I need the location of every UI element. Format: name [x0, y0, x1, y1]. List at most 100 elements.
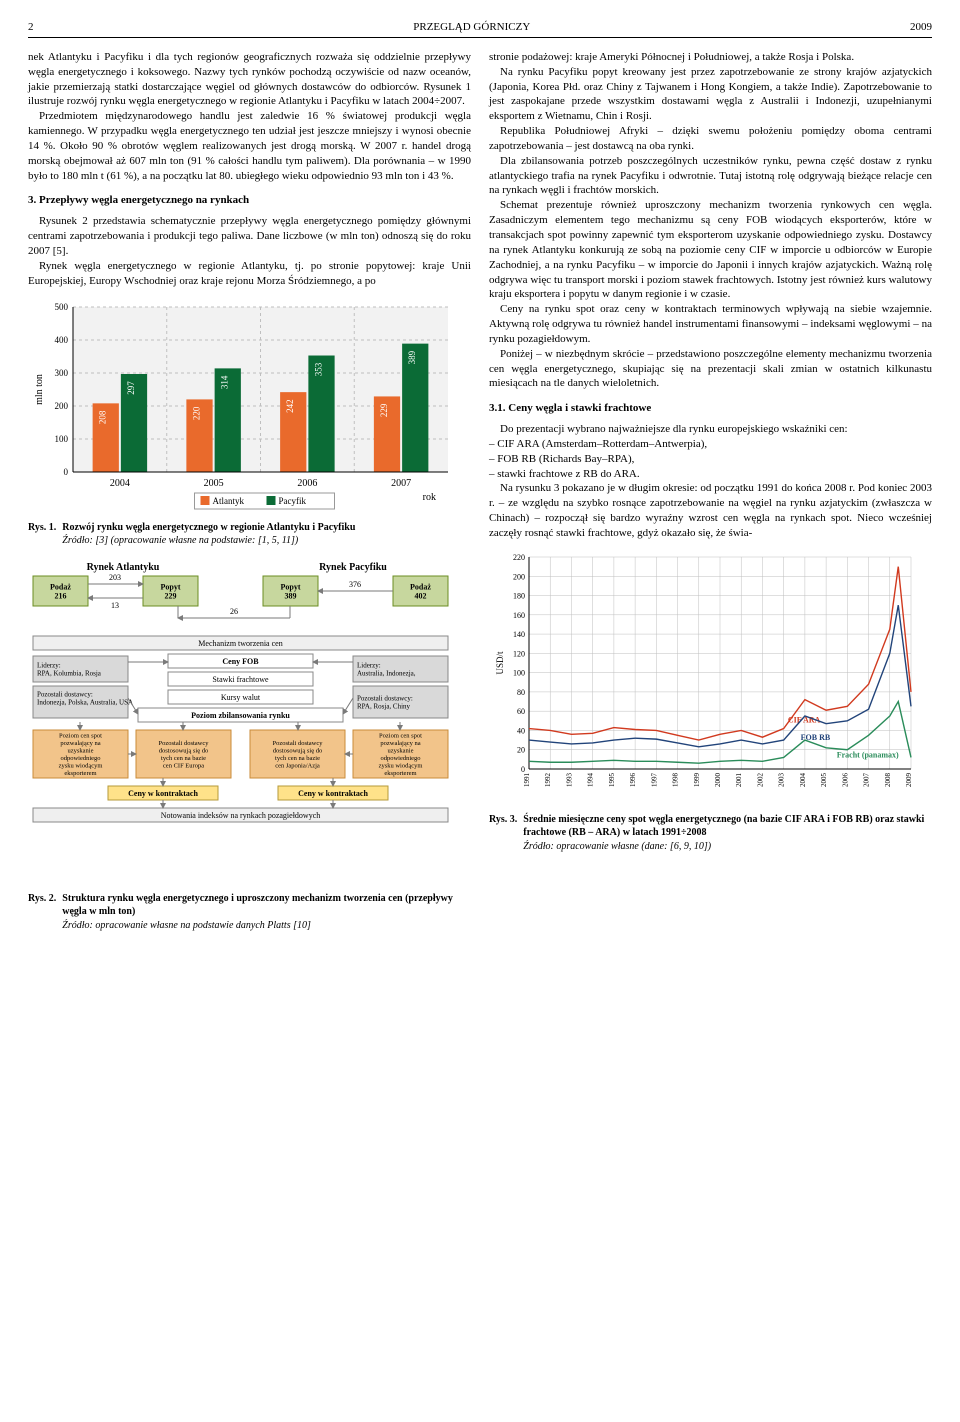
svg-text:2001: 2001 — [735, 772, 743, 787]
svg-text:pozwalający na: pozwalający na — [380, 740, 420, 747]
right-column: stronie podażowej: kraje Ameryki Północn… — [489, 50, 932, 932]
svg-text:Pozostali dostawcy:: Pozostali dostawcy: — [37, 690, 93, 698]
svg-text:2006: 2006 — [297, 478, 317, 489]
svg-text:180: 180 — [513, 591, 525, 600]
svg-text:Ceny w kontraktach: Ceny w kontraktach — [128, 788, 198, 797]
svg-text:2002: 2002 — [756, 772, 764, 787]
svg-text:Liderzy:: Liderzy: — [37, 661, 61, 669]
svg-text:1993: 1993 — [565, 772, 573, 787]
svg-text:Notowania indeksów na rynkach: Notowania indeksów na rynkach pozagiełdo… — [161, 810, 321, 819]
svg-text:dostosowują się do: dostosowują się do — [273, 747, 322, 754]
svg-text:229: 229 — [165, 591, 177, 600]
svg-text:Atlantyk: Atlantyk — [213, 496, 245, 506]
svg-text:120: 120 — [513, 649, 525, 658]
svg-text:2009: 2009 — [905, 772, 913, 787]
left-column: nek Atlantyku i Pacyfiku i dla tych regi… — [28, 50, 471, 932]
svg-text:297: 297 — [126, 380, 136, 394]
svg-text:mln ton: mln ton — [34, 374, 45, 405]
svg-text:300: 300 — [55, 368, 69, 378]
svg-text:389: 389 — [407, 350, 417, 364]
svg-text:Pozostali dostawcy:: Pozostali dostawcy: — [357, 694, 413, 702]
svg-text:rok: rok — [423, 492, 436, 503]
svg-text:Podaż: Podaż — [410, 582, 431, 591]
fig-title: Struktura rynku węgla energetycznego i u… — [62, 893, 453, 918]
fig-source: Źródło: opracowanie własne (dane: [6, 9,… — [523, 840, 932, 854]
svg-text:1995: 1995 — [608, 772, 616, 787]
svg-text:60: 60 — [517, 707, 525, 716]
svg-text:216: 216 — [55, 591, 67, 600]
para: Rysunek 2 przedstawia schematycznie prze… — [28, 214, 471, 259]
svg-text:26: 26 — [230, 607, 238, 616]
svg-text:100: 100 — [55, 434, 69, 444]
para: Na rysunku 3 pokazano je w długim okresi… — [489, 481, 932, 540]
svg-text:RPA, Kolumbia, Rosja: RPA, Kolumbia, Rosja — [37, 669, 102, 677]
svg-text:Pacyfik: Pacyfik — [279, 496, 307, 506]
svg-text:376: 376 — [349, 580, 361, 589]
svg-text:Kursy walut: Kursy walut — [221, 692, 261, 701]
svg-text:2005: 2005 — [820, 772, 828, 787]
svg-text:1994: 1994 — [587, 772, 595, 787]
figure-3-caption: Rys. 3. Średnie miesięczne ceny spot węg… — [489, 813, 932, 854]
list-item: – CIF ARA (Amsterdam–Rotterdam–Antwerpia… — [489, 437, 932, 452]
svg-text:203: 203 — [109, 573, 121, 582]
svg-text:Podaż: Podaż — [50, 582, 71, 591]
svg-text:220: 220 — [192, 406, 202, 420]
svg-text:Ceny FOB: Ceny FOB — [222, 656, 259, 665]
svg-text:314: 314 — [220, 375, 230, 389]
para: Republika Południowej Afryki – dzięki sw… — [489, 124, 932, 154]
para: Dla zbilansowania potrzeb poszczególnych… — [489, 154, 932, 199]
svg-text:zysku wiodącym: zysku wiodącym — [379, 762, 423, 769]
figure-1-chart: 0100200300400500208297200422031420052423… — [28, 297, 471, 517]
svg-text:2004: 2004 — [799, 772, 807, 787]
page-header: 2 PRZEGLĄD GÓRNICZY 2009 — [28, 20, 932, 38]
svg-text:2004: 2004 — [110, 478, 130, 489]
figure-3-chart: 0204060801001201401601802002201991199219… — [489, 549, 932, 809]
svg-text:dostosowują się do: dostosowują się do — [159, 747, 208, 754]
para: stronie podażowej: kraje Ameryki Północn… — [489, 50, 932, 65]
journal-title: PRZEGLĄD GÓRNICZY — [413, 20, 530, 35]
svg-text:odpowiedniego: odpowiedniego — [60, 755, 100, 762]
svg-text:500: 500 — [55, 302, 69, 312]
svg-text:Liderzy:: Liderzy: — [357, 661, 381, 669]
svg-text:tych cen na bazie: tych cen na bazie — [275, 755, 320, 762]
para: Poniżej – w niezbędnym skrócie – przedst… — [489, 347, 932, 392]
page-number: 2 — [28, 20, 34, 35]
svg-text:Stawki frachtowe: Stawki frachtowe — [212, 674, 269, 683]
fig-label: Rys. 1. — [28, 521, 56, 548]
svg-text:1999: 1999 — [693, 772, 701, 787]
year: 2009 — [910, 20, 932, 35]
figure-2-diagram: Rynek AtlantykuRynek PacyfikuPodaż216Pop… — [28, 558, 471, 888]
list-item: – FOB RB (Richards Bay–RPA), — [489, 452, 932, 467]
svg-text:Rynek Pacyfiku: Rynek Pacyfiku — [319, 562, 387, 573]
fig-source: Źródło: opracowanie własne na podstawie … — [62, 919, 471, 933]
svg-text:2007: 2007 — [391, 478, 411, 489]
svg-text:140: 140 — [513, 630, 525, 639]
fig-title: Rozwój rynku węgla energetycznego w regi… — [62, 522, 355, 533]
svg-text:80: 80 — [517, 688, 525, 697]
svg-text:Indonezja, Polska, Australia,: Indonezja, Polska, Australia, USA — [37, 698, 133, 706]
svg-text:1991: 1991 — [523, 772, 531, 787]
fig-label: Rys. 3. — [489, 813, 517, 854]
svg-text:Ceny w kontraktach: Ceny w kontraktach — [298, 788, 368, 797]
fig-label: Rys. 2. — [28, 892, 56, 933]
svg-text:13: 13 — [111, 601, 119, 610]
section-heading: 3. Przepływy węgla energetycznego na ryn… — [28, 193, 471, 208]
svg-text:100: 100 — [513, 668, 525, 677]
figure-1-caption: Rys. 1. Rozwój rynku węgla energetyczneg… — [28, 521, 471, 548]
svg-text:402: 402 — [415, 591, 427, 600]
svg-text:1992: 1992 — [544, 772, 552, 787]
svg-text:20: 20 — [517, 746, 525, 755]
fig-title: Średnie miesięczne ceny spot węgla energ… — [523, 814, 924, 839]
svg-text:Popyt: Popyt — [161, 582, 181, 591]
svg-text:Rynek Atlantyku: Rynek Atlantyku — [87, 562, 160, 573]
svg-text:cen Japonia/Azja: cen Japonia/Azja — [275, 762, 320, 769]
svg-text:160: 160 — [513, 611, 525, 620]
para: Rynek węgla energetycznego w regionie At… — [28, 259, 471, 289]
svg-text:208: 208 — [98, 410, 108, 424]
svg-text:200: 200 — [513, 572, 525, 581]
svg-text:229: 229 — [379, 403, 389, 417]
svg-text:389: 389 — [285, 591, 297, 600]
svg-text:Mechanizm tworzenia cen: Mechanizm tworzenia cen — [198, 638, 282, 647]
svg-text:2006: 2006 — [841, 772, 849, 787]
svg-text:uzyskanie: uzyskanie — [68, 747, 94, 754]
